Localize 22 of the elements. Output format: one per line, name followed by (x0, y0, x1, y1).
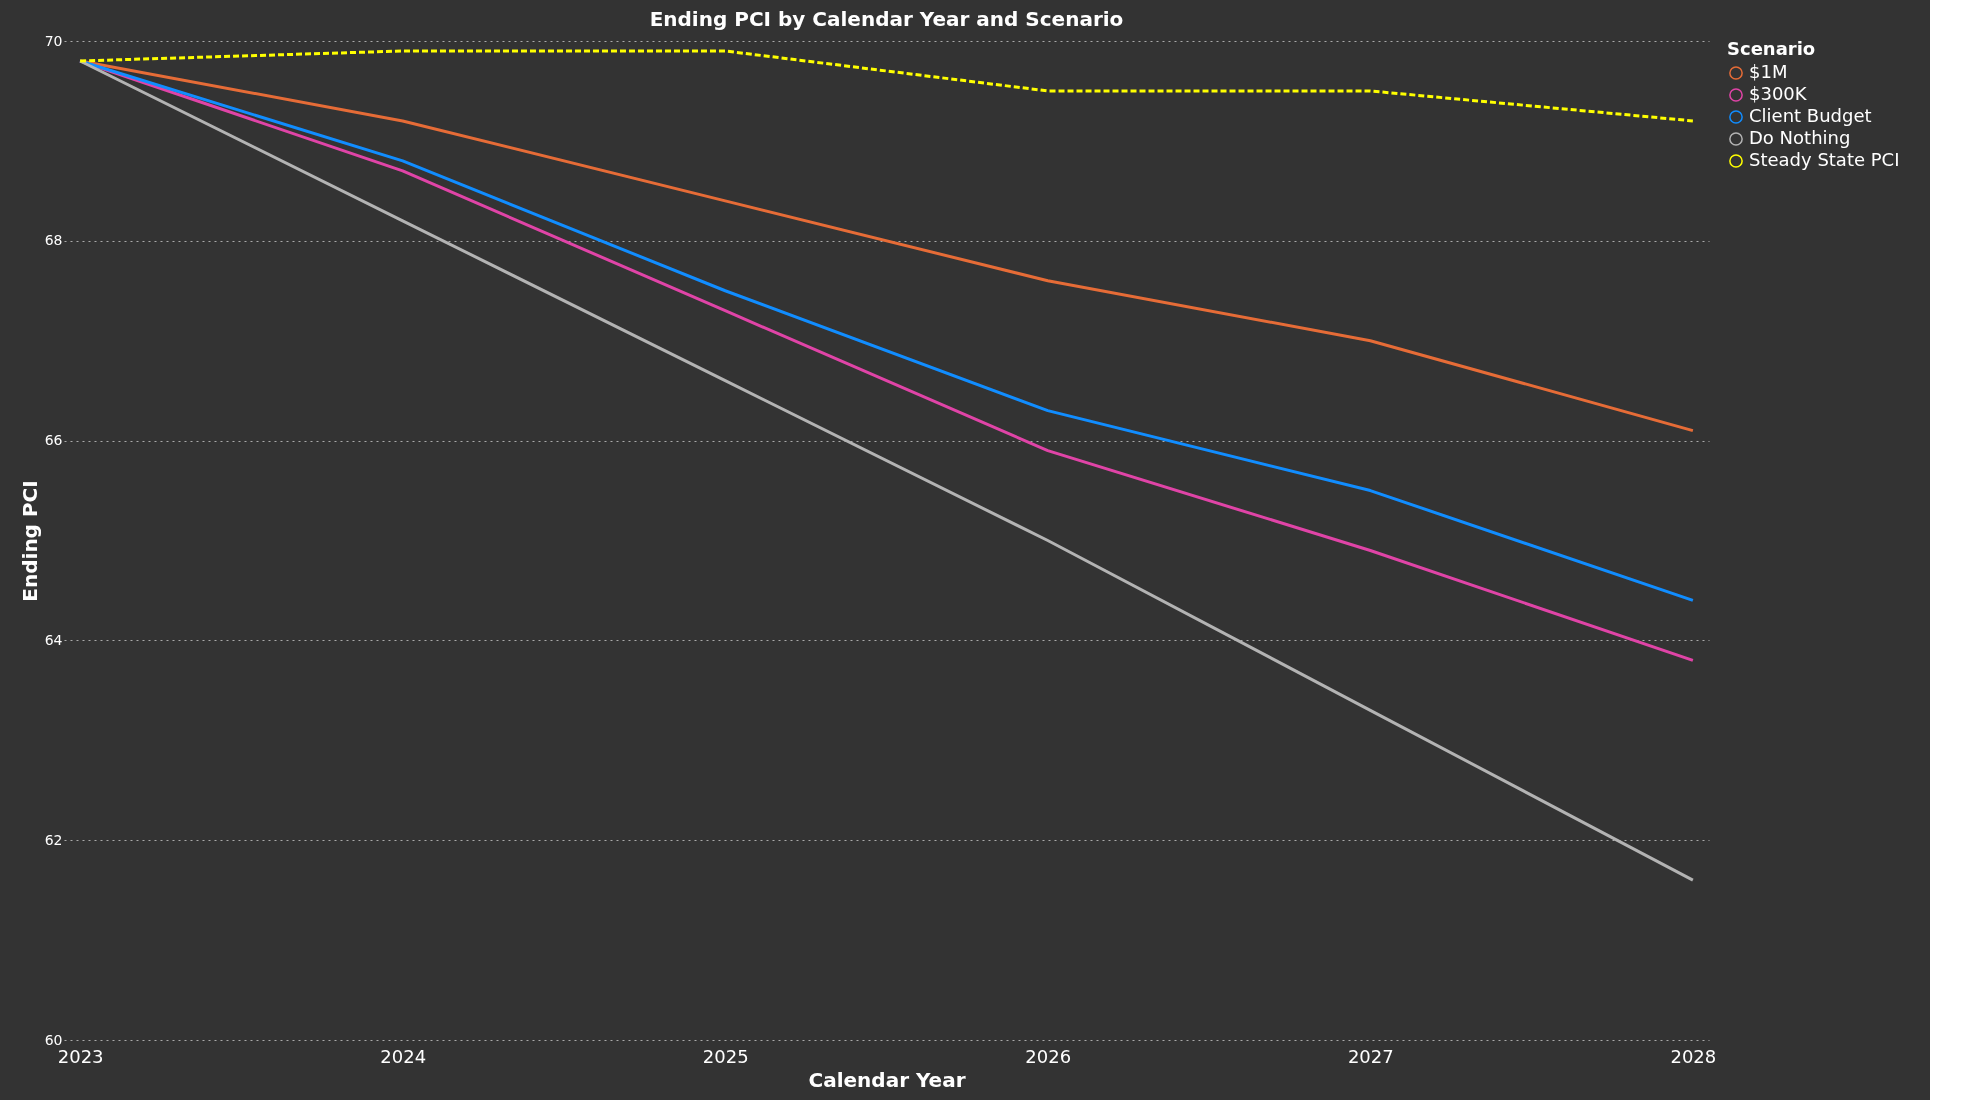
legend-title: Scenario (1727, 38, 1816, 59)
y-tick-label: 70 (44, 32, 63, 49)
legend-label: $300K (1749, 83, 1808, 104)
x-tick-label: 2025 (702, 1045, 749, 1067)
x-tick-label: 2024 (380, 1045, 427, 1067)
x-tick-label: 2023 (57, 1045, 104, 1067)
y-tick-label: 66 (44, 432, 63, 449)
x-tick-label: 2028 (1670, 1045, 1717, 1067)
x-tick-label: 2026 (1025, 1045, 1072, 1067)
x-tick-label: 2027 (1347, 1045, 1394, 1067)
legend-label: $1M (1749, 61, 1788, 82)
y-tick-label: 68 (44, 232, 63, 249)
y-tick-label: 64 (44, 631, 63, 648)
legend-label: Do Nothing (1749, 127, 1851, 148)
y-tick-label: 60 (44, 1031, 63, 1048)
chart-title: Ending PCI by Calendar Year and Scenario (649, 7, 1124, 31)
y-tick-label: 62 (44, 831, 63, 848)
x-axis-title: Calendar Year (808, 1067, 966, 1092)
y-axis-title: Ending PCI (17, 480, 42, 602)
legend-label: Steady State PCI (1749, 149, 1900, 170)
line-series (78, 49, 1695, 123)
legend-label: Client Budget (1749, 105, 1872, 126)
